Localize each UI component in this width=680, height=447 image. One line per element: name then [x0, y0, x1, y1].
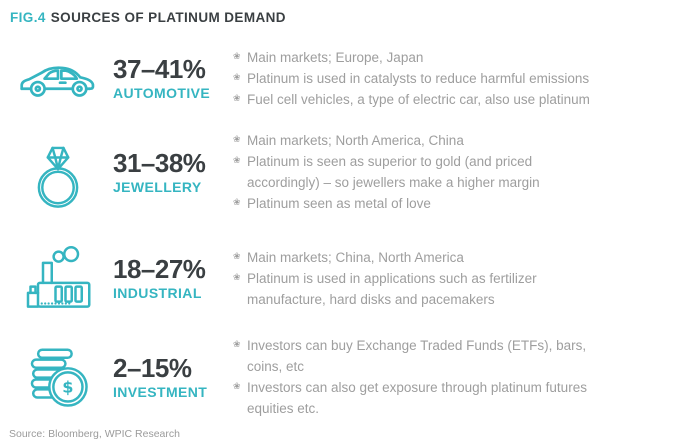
bullet-text: equities etc.	[247, 401, 320, 416]
bullet-list: ❀ Main markets; China, North America ❀ Pla…	[233, 247, 657, 310]
bullet-item: ❀ Platinum is seen as superior to gold (a…	[233, 151, 657, 193]
automotive-stats: 37–41% AUTOMOTIVE	[105, 55, 233, 101]
jewellery-bullets: ❀ Main markets; North America, China ❀ Pla…	[233, 130, 657, 214]
range-value: 2–15%	[113, 353, 192, 383]
bullet-text: Platinum is used in applications such as…	[247, 270, 537, 286]
industrial-bullets: ❀ Main markets; China, North America ❀ Pla…	[233, 247, 657, 310]
investment-bullets: ❀ Investors can buy Exchange Traded Funds…	[233, 335, 657, 419]
florette-bullet-icon: ❀	[233, 72, 241, 83]
florette-bullet-icon: ❀	[233, 135, 241, 145]
florette-bullet-icon: ❀	[233, 251, 241, 262]
bullet-text: Main markets; Europe, Japan	[247, 49, 424, 65]
figure-number: FIG.4	[10, 10, 46, 25]
florette-bullet-icon: ❀	[233, 51, 241, 62]
car-icon	[10, 56, 105, 100]
range-value: 18–27%	[113, 254, 206, 284]
coins-icon: $	[10, 346, 105, 408]
bullet-item: ❀ Investors can buy Exchange Traded Funds…	[233, 335, 657, 377]
jewellery-stats: 31–38% JEWELLERY	[105, 149, 233, 195]
category-label: AUTOMOTIVE	[113, 85, 211, 101]
category-label: INDUSTRIAL	[113, 285, 202, 301]
bullet-item: ❀ Main markets; Europe, Japan	[233, 47, 657, 68]
bullet-text: manufacture, hard disks and pacemakers	[247, 291, 495, 307]
bullet-text: Investors can also get exposure through …	[247, 380, 587, 395]
bullet-item: ❀ Fuel cell vehicles, a type of electric …	[233, 89, 657, 110]
bullet-item: ❀ Investors can also get exposure through…	[233, 377, 657, 419]
florette-bullet-icon: ❀	[233, 156, 241, 166]
bullet-text: Investors can buy Exchange Traded Funds …	[247, 338, 587, 353]
bullet-text: accordingly) – so jewellers make a highe…	[247, 175, 540, 190]
florette-bullet-icon: ❀	[233, 340, 241, 350]
section-investment: $ 2–15% INVESTMENT ❀ Investors can buy Ex…	[10, 332, 670, 422]
florette-bullet-icon: ❀	[233, 198, 241, 208]
source-note: Source: Bloomberg, WPIC Research	[9, 428, 180, 440]
bullet-item: ❀ Main markets; North America, China	[233, 130, 657, 151]
section-jewellery: 31–38% JEWELLERY ❀ Main markets; North Am…	[10, 120, 670, 224]
bullet-item: ❀ Platinum seen as metal of love	[233, 193, 657, 214]
florette-bullet-icon: ❀	[233, 272, 241, 283]
range-value: 31–38%	[113, 148, 206, 178]
industrial-stats: 18–27% INDUSTRIAL	[105, 255, 233, 301]
florette-bullet-icon: ❀	[233, 93, 241, 104]
dollar-sign: $	[62, 378, 73, 397]
bullet-item: ❀ Main markets; China, North America	[233, 247, 657, 268]
factory-icon	[10, 245, 105, 311]
bullet-text: Platinum is used in catalysts to reduce …	[247, 70, 590, 86]
florette-bullet-icon: ❀	[233, 382, 241, 392]
infographic: FIG.4 SOURCES OF PLATINUM DEMAND 37–41% A…	[10, 10, 670, 422]
bullet-text: coins, etc	[247, 359, 305, 374]
category-label: INVESTMENT	[113, 384, 208, 400]
bullet-list: ❀ Investors can buy Exchange Traded Funds…	[233, 335, 657, 419]
diamond-ring-icon	[10, 137, 105, 208]
bullet-text: Platinum seen as metal of love	[247, 196, 431, 211]
section-industrial: 18–27% INDUSTRIAL ❀ Main markets; China, …	[10, 224, 670, 332]
range-value: 37–41%	[113, 54, 206, 84]
bullet-text: Main markets; China, North America	[247, 249, 464, 265]
category-label: JEWELLERY	[113, 179, 202, 195]
bullet-item: ❀ Platinum is used in applications such a…	[233, 268, 657, 310]
figure-title: FIG.4 SOURCES OF PLATINUM DEMAND	[10, 10, 670, 36]
section-automotive: 37–41% AUTOMOTIVE ❀ Main markets; Europe,…	[10, 36, 670, 120]
bullet-text: Main markets; North America, China	[247, 133, 464, 148]
bullet-list: ❀ Main markets; Europe, Japan ❀ Platinum i…	[233, 47, 657, 110]
bullet-list: ❀ Main markets; North America, China ❀ Pla…	[233, 130, 657, 214]
bullet-text: Fuel cell vehicles, a type of electric c…	[247, 91, 590, 107]
automotive-bullets: ❀ Main markets; Europe, Japan ❀ Platinum i…	[233, 47, 657, 110]
investment-stats: 2–15% INVESTMENT	[105, 354, 233, 400]
bullet-item: ❀ Platinum is used in catalysts to reduce…	[233, 68, 657, 89]
figure-title-text: SOURCES OF PLATINUM DEMAND	[50, 10, 286, 25]
bullet-text: Platinum is seen as superior to gold (an…	[247, 154, 533, 169]
